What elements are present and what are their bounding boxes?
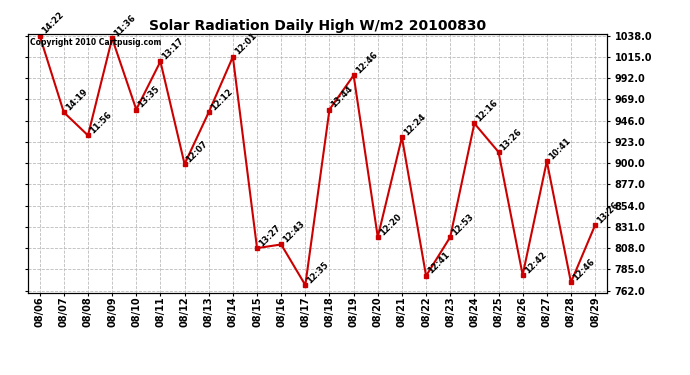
Text: 12:43: 12:43 bbox=[282, 219, 306, 245]
Text: 12:01: 12:01 bbox=[233, 32, 258, 57]
Text: 14:22: 14:22 bbox=[39, 10, 65, 36]
Text: 12:12: 12:12 bbox=[208, 87, 234, 112]
Text: 12:42: 12:42 bbox=[523, 250, 548, 275]
Title: Solar Radiation Daily High W/m2 20100830: Solar Radiation Daily High W/m2 20100830 bbox=[149, 19, 486, 33]
Text: 12:24: 12:24 bbox=[402, 112, 427, 137]
Text: 13:26: 13:26 bbox=[498, 127, 524, 152]
Text: 11:36: 11:36 bbox=[112, 13, 137, 38]
Text: 12:16: 12:16 bbox=[475, 98, 500, 123]
Text: 14:19: 14:19 bbox=[63, 87, 89, 112]
Text: 12:46: 12:46 bbox=[353, 50, 379, 75]
Text: 12:35: 12:35 bbox=[305, 260, 331, 285]
Text: 12:41: 12:41 bbox=[426, 251, 451, 276]
Text: 13:44: 13:44 bbox=[330, 84, 355, 109]
Text: 11:56: 11:56 bbox=[88, 110, 113, 135]
Text: 12:07: 12:07 bbox=[184, 139, 210, 164]
Text: Copyright 2010 Cartpusig.com: Copyright 2010 Cartpusig.com bbox=[30, 38, 162, 46]
Text: 13:35: 13:35 bbox=[136, 84, 161, 109]
Text: 13:26: 13:26 bbox=[595, 200, 620, 225]
Text: 12:46: 12:46 bbox=[571, 257, 596, 282]
Text: 12:20: 12:20 bbox=[378, 212, 403, 237]
Text: 13:27: 13:27 bbox=[257, 223, 282, 248]
Text: 10:41: 10:41 bbox=[546, 136, 572, 161]
Text: 12:53: 12:53 bbox=[450, 212, 475, 237]
Text: 13:17: 13:17 bbox=[160, 36, 186, 62]
